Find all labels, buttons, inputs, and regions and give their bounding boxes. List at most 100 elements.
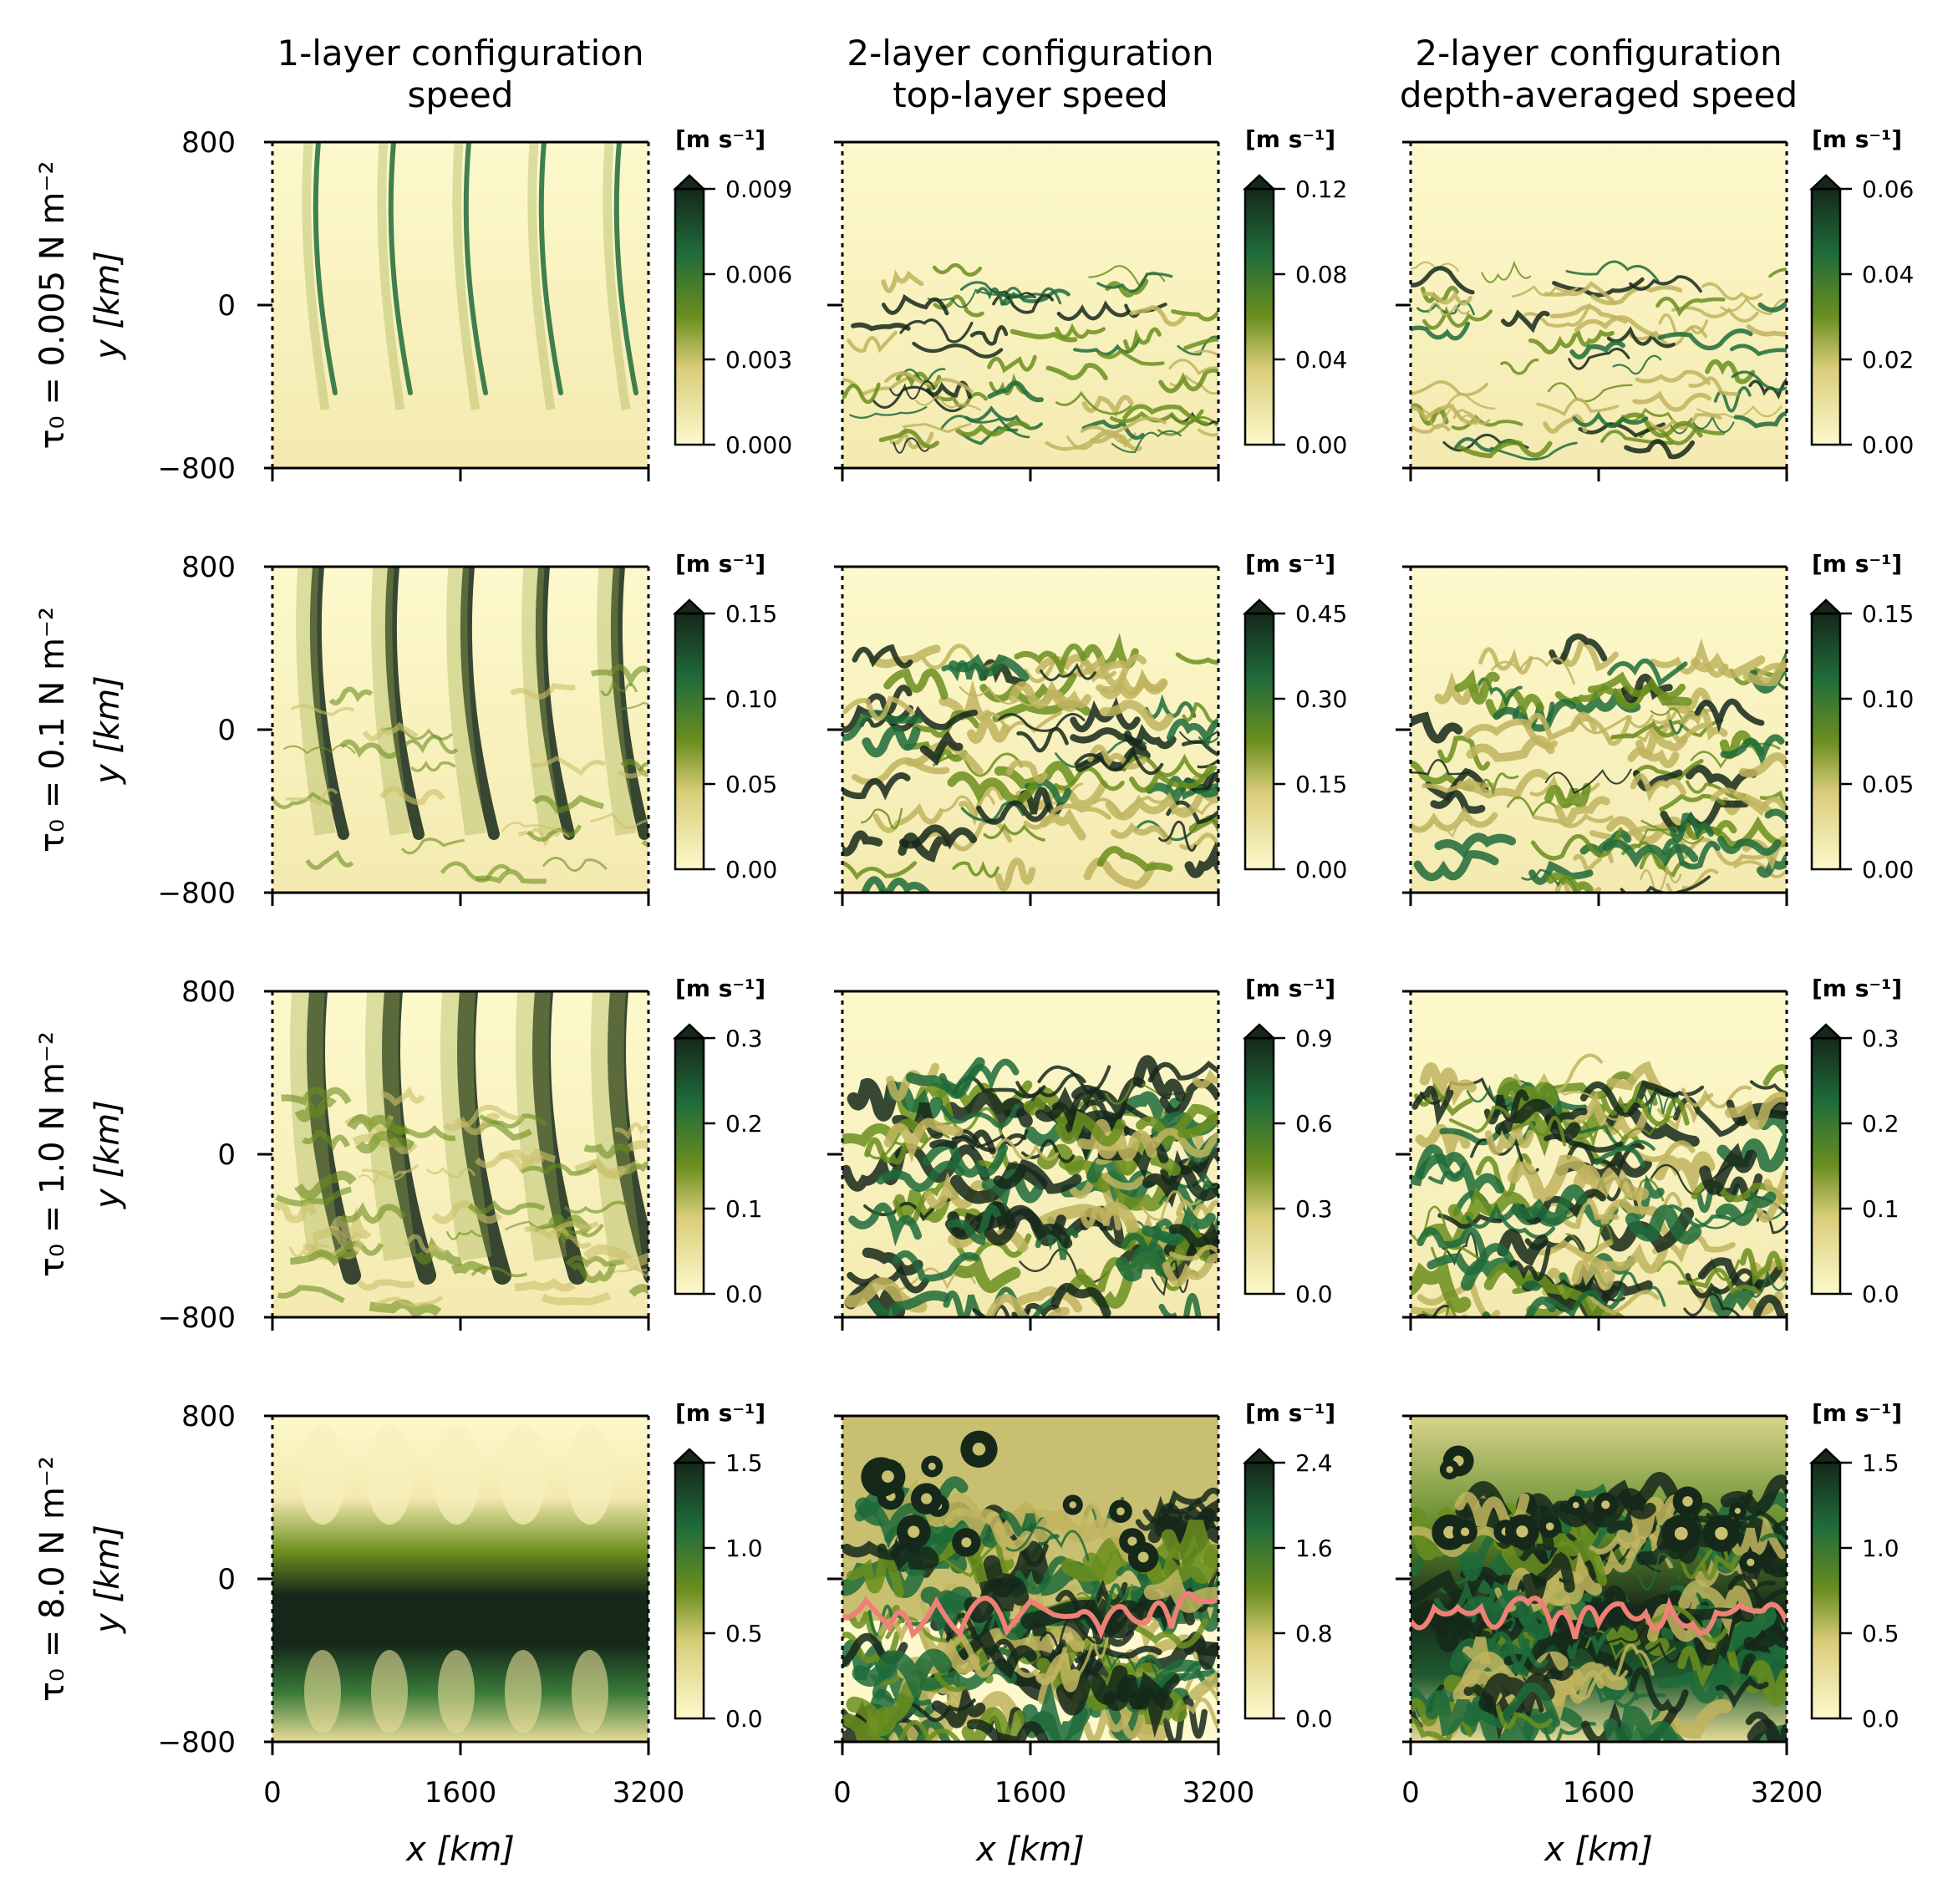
colorbar-unit: [m s⁻¹]: [675, 975, 765, 1002]
x-tick: 1600: [994, 1776, 1067, 1810]
colorbar-tick-label: 0.0: [1295, 1705, 1333, 1733]
colorbar-tick-label: 0.5: [1862, 1620, 1900, 1647]
colorbar-tick-label: 0.3: [1295, 1195, 1333, 1223]
y-tick: 0: [217, 1138, 236, 1172]
colorbar: [m s⁻¹] 0.12 0.08 0.04 0.00: [1242, 125, 1347, 459]
column-title-1-line2: speed: [408, 74, 514, 115]
heatmap-panel: [1396, 565, 1788, 906]
colorbar: [m s⁻¹] 0.3 0.2 0.1 0.0: [672, 975, 765, 1308]
y-tick: −800: [158, 877, 236, 910]
y-tick: 800: [181, 1400, 236, 1433]
column-title-3-line1: 2-layer configuration: [1415, 33, 1782, 74]
colorbar-unit: [m s⁻¹]: [1245, 975, 1335, 1002]
heatmap-panel: [257, 565, 650, 906]
y-axis-label: y [km]: [89, 1100, 127, 1209]
colorbar-unit: [m s⁻¹]: [1245, 125, 1335, 153]
x-tick: 3200: [1751, 1776, 1823, 1810]
row-label-tau: τ₀ = 0.1 N m⁻²: [33, 607, 72, 853]
y-tick: −800: [158, 452, 236, 486]
y-tick: 800: [181, 975, 236, 1009]
x-tick: 3200: [613, 1776, 685, 1810]
colorbar-tick-label: 0.0: [725, 1280, 763, 1308]
colorbar: [m s⁻¹] 0.15 0.10 0.05 0.00: [672, 550, 777, 883]
colorbar: [m s⁻¹] 2.4 1.6 0.8 0.0: [1242, 1399, 1335, 1733]
heatmap-panel: [257, 1414, 650, 1755]
column-title-1-line1: 1-layer configuration: [277, 33, 643, 74]
colorbar-unit: [m s⁻¹]: [1812, 550, 1902, 578]
colorbar-tick-label: 0.12: [1295, 176, 1347, 203]
colorbar-tick-label: 0.5: [725, 1620, 763, 1647]
colorbar: [m s⁻¹] 1.5 1.0 0.5 0.0: [672, 1399, 765, 1733]
heatmap-panel: [257, 140, 650, 481]
colorbar-tick-label: 1.0: [1862, 1535, 1900, 1562]
row-label-tau: τ₀ = 8.0 N m⁻²: [33, 1456, 72, 1702]
colorbar-tick-label: 0.08: [1295, 261, 1347, 288]
x-axis-label: x [km]: [404, 1830, 515, 1869]
colorbar-tick-label: 0.0: [1295, 1280, 1333, 1308]
colorbar-tick-label: 0.05: [1862, 771, 1914, 798]
colorbar-tick-label: 0.006: [725, 261, 792, 288]
colorbar-tick-label: 0.0: [1862, 1705, 1900, 1733]
colorbar-tick-label: 0.06: [1862, 176, 1914, 203]
colorbar-tick-label: 0.2: [725, 1110, 763, 1138]
colorbar-unit: [m s⁻¹]: [675, 550, 765, 578]
heatmap-panel: [1396, 990, 1788, 1331]
column-titles: 1-layer configuration speed 2-layer conf…: [277, 33, 1798, 115]
colorbar-tick-label: 1.5: [1862, 1449, 1900, 1477]
colorbar-tick-label: 0.15: [1295, 771, 1347, 798]
colorbar-tick-label: 0.10: [1862, 685, 1914, 713]
colorbar-unit: [m s⁻¹]: [1812, 975, 1902, 1002]
colorbar: [m s⁻¹] 0.06 0.04 0.02 0.00: [1808, 125, 1914, 459]
x-tick: 0: [1401, 1776, 1420, 1810]
heatmap-panel: [1396, 140, 1788, 481]
row-label-tau: τ₀ = 1.0 N m⁻²: [33, 1031, 72, 1277]
heatmap-panel: [827, 565, 1220, 906]
y-tick: 0: [217, 1563, 236, 1596]
colorbar-tick-label: 0.30: [1295, 685, 1347, 713]
colorbar-tick-label: 2.4: [1295, 1449, 1333, 1477]
column-title-3-line2: depth-averaged speed: [1400, 74, 1798, 115]
x-axis-label: x [km]: [974, 1830, 1085, 1869]
colorbar-tick-label: 1.6: [1295, 1535, 1333, 1562]
colorbar-tick-label: 0.000: [725, 431, 792, 459]
x-tick: 0: [833, 1776, 852, 1810]
colorbar-tick-label: 0.04: [1295, 346, 1347, 374]
x-tick: 1600: [425, 1776, 497, 1810]
heatmap-panel: [827, 1414, 1220, 1755]
colorbar: [m s⁻¹] 1.5 1.0 0.5 0.0: [1808, 1399, 1902, 1733]
x-axis-label: x [km]: [1543, 1830, 1653, 1869]
colorbar-tick-label: 0.0: [725, 1705, 763, 1733]
colorbar-unit: [m s⁻¹]: [675, 125, 765, 153]
colorbar-tick-label: 0.04: [1862, 261, 1914, 288]
y-tick: 800: [181, 551, 236, 584]
colorbar-tick-label: 0.3: [1862, 1025, 1900, 1052]
colorbar-unit: [m s⁻¹]: [675, 1399, 765, 1427]
y-tick: 0: [217, 289, 236, 323]
heatmap-panel: [827, 140, 1220, 481]
colorbar-tick-label: 0.3: [725, 1025, 763, 1052]
column-title-2-line1: 2-layer configuration: [847, 33, 1213, 74]
colorbar: [m s⁻¹] 0.3 0.2 0.1 0.0: [1808, 975, 1902, 1308]
colorbar-tick-label: 1.5: [725, 1449, 763, 1477]
colorbar: [m s⁻¹] 0.009 0.006 0.003 0.000: [672, 125, 792, 459]
x-tick: 1600: [1563, 1776, 1635, 1810]
colorbar-tick-label: 0.10: [725, 685, 777, 713]
y-axis-label: y [km]: [89, 675, 127, 785]
colorbar-tick-label: 0.05: [725, 771, 777, 798]
x-tick: 3200: [1182, 1776, 1255, 1810]
colorbar: [m s⁻¹] 0.45 0.30 0.15 0.00: [1242, 550, 1347, 883]
y-tick: 0: [217, 714, 236, 747]
heatmap-panel: [1396, 1414, 1788, 1755]
colorbar-unit: [m s⁻¹]: [1812, 1399, 1902, 1427]
y-tick: 800: [181, 126, 236, 160]
colorbar-tick-label: 1.0: [725, 1535, 763, 1562]
colorbar-tick-label: 0.00: [1862, 431, 1914, 459]
heatmap-panel: [827, 990, 1220, 1331]
colorbar-tick-label: 0.02: [1862, 346, 1914, 374]
colorbar-tick-label: 0.003: [725, 346, 792, 374]
colorbar-tick-label: 0.1: [1862, 1195, 1900, 1223]
colorbar-tick-label: 0.1: [725, 1195, 763, 1223]
colorbar-tick-label: 0.009: [725, 176, 792, 203]
colorbar: [m s⁻¹] 0.9 0.6 0.3 0.0: [1242, 975, 1335, 1308]
